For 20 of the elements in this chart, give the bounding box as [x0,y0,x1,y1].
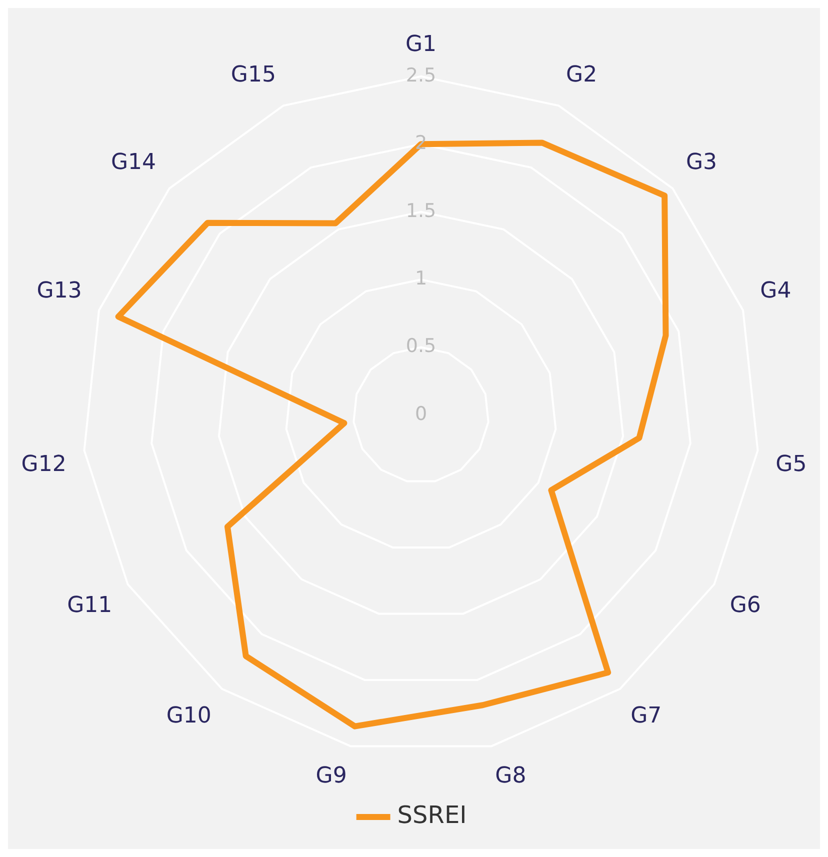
spoke-label: G3 [686,150,718,175]
spoke-label: G9 [316,764,347,789]
spoke-label: G15 [230,62,276,88]
spoke-label: G13 [36,278,82,304]
spoke-label: G10 [166,703,212,728]
y-tick-label: 2.5 [406,64,436,86]
spoke-label: G7 [630,703,662,728]
spoke-label: G2 [566,62,598,88]
spoke-label: G4 [760,278,792,304]
spoke-label: G12 [21,452,66,478]
y-tick-label: 1.5 [406,200,436,222]
spoke-label: G5 [776,452,807,478]
spoke-label: G14 [110,150,156,175]
spoke-label: G1 [405,32,437,57]
spoke-label: G6 [730,593,761,618]
y-tick-label: 0.5 [406,335,436,358]
spoke-label: G11 [67,593,112,618]
y-tick-label: 1 [414,267,428,290]
spoke-label: G8 [495,764,526,789]
legend-label: SSREI [397,801,467,830]
